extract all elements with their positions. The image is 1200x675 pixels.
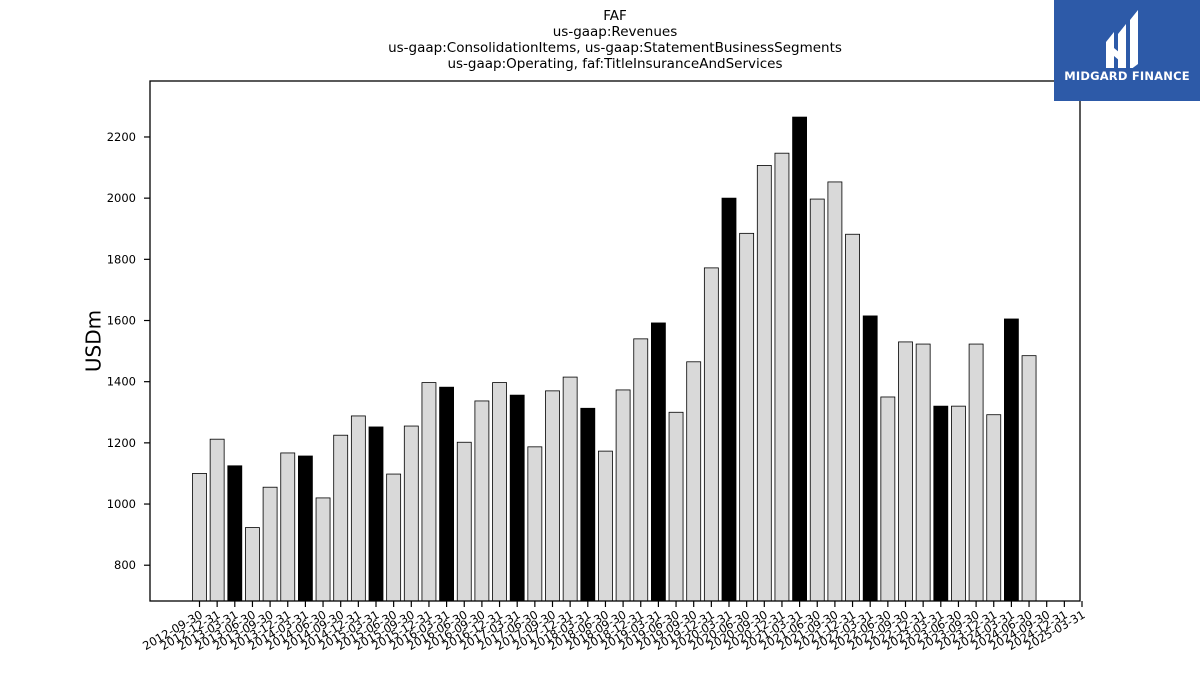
bar-2022-03-31 [862,315,878,602]
y-tick-label: 1600 [107,314,136,328]
bar-2023-12-31 [986,414,1002,602]
bar-2021-12-31 [845,233,860,602]
bar-2020-12-31 [774,152,790,602]
bar-2023-03-31 [933,405,949,602]
bar-2014-06-30 [315,497,331,602]
bar-2021-06-30 [809,198,825,602]
chart-title-ticker: FAF [603,8,627,24]
bar-2017-03-31 [509,394,525,602]
bar-2017-09-30 [545,390,560,602]
bar-2016-06-30 [456,441,472,602]
bar-2024-03-31 [1004,318,1019,602]
bar-2020-09-30 [756,165,772,602]
y-tick-label: 2000 [107,191,136,205]
y-tick-label: 1200 [107,436,136,450]
bars-group [192,116,1037,602]
bar-2015-09-30 [403,425,419,602]
bar-2022-12-31 [915,343,931,602]
bar-2018-03-31 [580,407,596,602]
chart-title-axis: us-gaap:ConsolidationItems, us-gaap:Stat… [388,40,842,56]
bar-2014-03-31 [297,455,313,602]
bar-2014-12-31 [350,415,366,602]
bar-2014-09-30 [333,434,349,602]
bar-2018-06-30 [598,450,613,602]
y-axis: 800 1000 1200 1400 1600 1800 2000 2200 [107,130,150,572]
bar-2013-09-30 [262,486,278,602]
brand-name: MIDGARD FINANCE [1064,69,1190,83]
bar-2016-12-31 [492,382,507,602]
bar-2022-09-30 [898,341,913,602]
bar-2019-03-31 [651,322,666,602]
chart-title-concept: us-gaap:Revenues [552,24,678,40]
bar-2019-12-31 [703,267,719,602]
chart-title-member: us-gaap:Operating, faf:TitleInsuranceAnd… [447,56,783,72]
bar-2018-12-31 [633,338,649,602]
bar-2020-03-31 [721,197,737,602]
bar-2018-09-30 [615,389,631,602]
bar-2012-12-31 [209,438,225,602]
bar-2019-09-30 [686,361,702,602]
bar-2021-09-30 [827,181,843,602]
bar-2020-06-30 [739,232,755,602]
bar-2016-03-31 [439,386,455,602]
y-axis-label: USDm [82,310,106,372]
bar-2015-06-30 [386,473,402,602]
y-tick-label: 1000 [107,497,136,511]
bar-2016-09-30 [474,400,490,602]
y-tick-label: 2200 [107,130,136,144]
midgard-logo-icon [1106,10,1138,68]
bar-2013-06-30 [245,527,260,602]
bar-2017-06-30 [527,446,543,602]
bar-2023-06-30 [951,405,966,602]
bar-2015-12-31 [421,382,437,602]
bar-2015-03-31 [368,426,384,602]
x-axis: 2012-09-302012-12-312013-03-312013-06-30… [140,601,1088,653]
bar-2022-06-30 [880,396,896,602]
bar-2012-09-30 [192,473,207,602]
brand-logo: MIDGARD FINANCE [1054,0,1200,101]
y-tick-label: 1400 [107,375,136,389]
y-tick-label: 800 [114,558,136,572]
bar-2013-12-31 [280,452,296,602]
bar-2017-12-31 [562,376,578,602]
bar-2023-09-30 [968,343,984,602]
y-tick-label: 1800 [107,252,136,266]
plot-frame [149,80,1081,602]
bar-2021-03-31 [792,116,807,602]
bar-2013-03-31 [227,465,243,602]
bar-2024-06-30 [1021,355,1037,602]
bar-2019-06-30 [668,411,684,602]
